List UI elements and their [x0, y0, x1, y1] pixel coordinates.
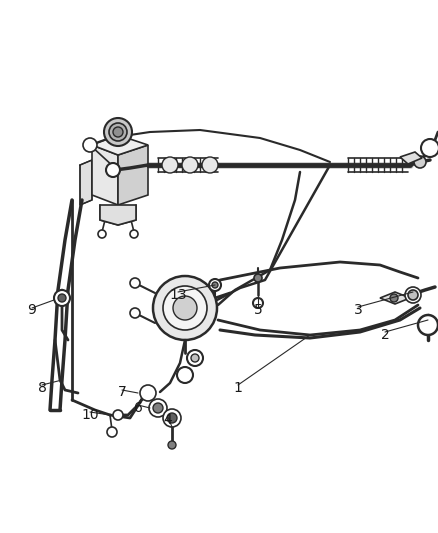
Circle shape [182, 157, 198, 173]
Circle shape [167, 413, 177, 423]
Circle shape [130, 230, 138, 238]
Circle shape [254, 274, 262, 282]
Text: 6: 6 [134, 401, 142, 415]
Circle shape [390, 294, 398, 302]
Circle shape [83, 138, 97, 152]
Text: 7: 7 [118, 385, 127, 399]
Polygon shape [92, 135, 148, 155]
Text: 5: 5 [254, 303, 262, 317]
Circle shape [253, 298, 263, 308]
Text: 3: 3 [353, 303, 362, 317]
Circle shape [149, 399, 167, 417]
Polygon shape [100, 205, 136, 225]
Circle shape [191, 354, 199, 362]
Circle shape [162, 157, 178, 173]
Polygon shape [92, 145, 118, 205]
Circle shape [98, 230, 106, 238]
Circle shape [143, 388, 153, 398]
Circle shape [54, 290, 70, 306]
Circle shape [58, 294, 66, 302]
Circle shape [212, 282, 218, 288]
Circle shape [202, 157, 218, 173]
Text: 1: 1 [233, 381, 243, 395]
Circle shape [209, 279, 221, 291]
Polygon shape [400, 152, 422, 164]
Circle shape [109, 123, 127, 141]
Circle shape [107, 427, 117, 437]
Polygon shape [80, 160, 92, 205]
Circle shape [405, 287, 421, 303]
Circle shape [414, 156, 426, 168]
Text: 13: 13 [169, 288, 187, 302]
Circle shape [104, 118, 132, 146]
Circle shape [130, 308, 140, 318]
Circle shape [153, 403, 163, 413]
Circle shape [173, 296, 197, 320]
Circle shape [130, 278, 140, 288]
Circle shape [153, 276, 217, 340]
Polygon shape [118, 145, 148, 205]
Text: 9: 9 [28, 303, 36, 317]
Text: 8: 8 [38, 381, 46, 395]
Text: 10: 10 [81, 408, 99, 422]
Circle shape [113, 410, 123, 420]
Circle shape [177, 367, 193, 383]
Circle shape [421, 139, 438, 157]
Circle shape [418, 315, 438, 335]
Circle shape [113, 127, 123, 137]
Circle shape [168, 441, 176, 449]
Circle shape [408, 290, 418, 300]
Text: 4: 4 [164, 413, 173, 427]
Circle shape [106, 163, 120, 177]
Circle shape [163, 409, 181, 427]
Circle shape [187, 350, 203, 366]
Circle shape [140, 385, 156, 401]
Circle shape [163, 286, 207, 330]
Polygon shape [380, 292, 410, 304]
Text: 2: 2 [381, 328, 389, 342]
